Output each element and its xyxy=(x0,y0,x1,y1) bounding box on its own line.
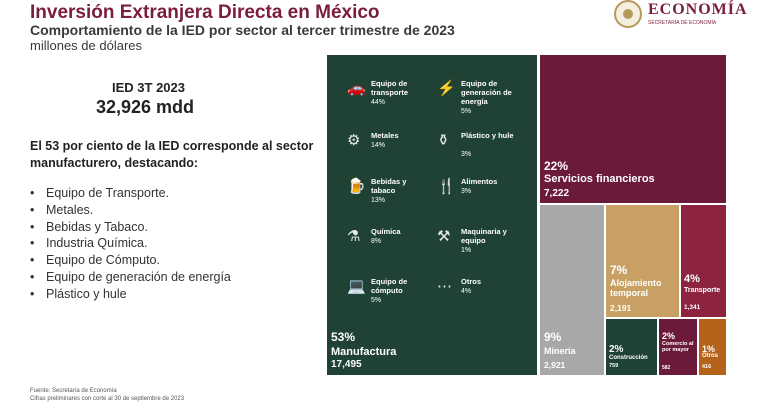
cutoff-note: Cifras preliminares con corte al 30 de s… xyxy=(30,396,185,402)
bullet-item: Equipo de Transporte. xyxy=(30,185,231,202)
kpi-value: 32,926 mdd xyxy=(96,97,195,117)
source-note: Fuente: Secretaría de Economía xyxy=(30,388,117,394)
tile-otros: 1% Otros 416 xyxy=(699,319,726,375)
sector-value: 582 xyxy=(662,365,671,371)
car-icon: 🚗 xyxy=(347,80,366,97)
sector-percent: 2% xyxy=(662,331,676,341)
beverage-icon: 🍺 xyxy=(347,178,366,195)
tile-servicios-financieros: 22% Servicios financieros 7,222 xyxy=(540,55,726,203)
subsector-name: Plástico y hule xyxy=(461,131,514,140)
sector-value: 7,222 xyxy=(544,188,570,199)
sector-name: Transporte xyxy=(684,287,721,294)
subsector-percent: 4% xyxy=(461,288,472,295)
subsector-name: Química xyxy=(371,227,401,236)
subsector-name: Maquinaria y equipo xyxy=(461,227,507,245)
sector-percent: 9% xyxy=(544,330,562,344)
seal-icon xyxy=(614,0,642,28)
bullet-item: Metales. xyxy=(30,202,231,219)
logo-tagline: SECRETARÍA DE ECONOMÍA xyxy=(648,20,717,26)
subsector-name: Alimentos xyxy=(461,177,498,186)
subsector-percent: 1% xyxy=(461,247,472,254)
tile-manufactura: 53% Manufactura 17,495 🚗 Equipo de transport… xyxy=(327,55,537,375)
subsector-name: Bebidas y tabaco xyxy=(371,177,407,195)
subsector-name: Equipo de generación de energía xyxy=(461,79,512,106)
page-subtitle: Comportamiento de la IED por sector al t… xyxy=(30,22,455,38)
subsector-percent: 3% xyxy=(461,151,472,158)
sector-name: Alojamiento temporal xyxy=(610,278,662,298)
subsector-name: Equipo de transporte xyxy=(371,79,409,97)
tile-alojamiento-temporal: 7% Alojamiento temporal 2,191 xyxy=(606,205,679,317)
sector-percent: 2% xyxy=(609,344,624,355)
sector-name: Manufactura xyxy=(331,346,397,358)
bullet-item: Industria Química. xyxy=(30,235,231,252)
sector-percent: 7% xyxy=(610,263,628,277)
subsector-name: Otros xyxy=(461,277,482,286)
intro-text: El 53 por ciento de la IED corresponde a… xyxy=(30,139,314,170)
subsector-percent: 5% xyxy=(461,108,472,115)
bottle-icon: ⚱ xyxy=(437,132,450,149)
tile-mineria: 9% Minería 2,921 xyxy=(540,205,604,375)
gear-icon: ⚙ xyxy=(347,132,361,149)
subsector-name: Metales xyxy=(371,131,399,140)
sector-value: 17,495 xyxy=(331,359,362,370)
computer-icon: 💻 xyxy=(347,278,366,295)
tile-comercio-al-por-mayor: 2% Comercio al por mayor 582 xyxy=(659,319,697,375)
sector-percent: 4% xyxy=(684,273,700,285)
sector-name: Comercio al por mayor xyxy=(662,341,694,354)
machinery-icon: ⚒ xyxy=(437,228,451,245)
sector-percent: 1% xyxy=(702,344,716,354)
kpi-label: IED 3T 2023 xyxy=(112,80,185,95)
bullet-list: Equipo de Transporte. Metales. Bebidas y… xyxy=(30,185,231,303)
flask-icon: ⚗ xyxy=(347,228,361,245)
sector-name: Otros xyxy=(702,353,719,359)
subsector-percent: 14% xyxy=(371,142,386,149)
sector-percent: 53% xyxy=(331,330,356,344)
tile-construccion: 2% Construcción 759 xyxy=(606,319,657,375)
food-icon: 🍴 xyxy=(437,178,456,195)
page-title: Inversión Extranjera Directa en México xyxy=(30,2,380,23)
sector-name: Construcción xyxy=(609,355,648,361)
subsector-percent: 44% xyxy=(371,99,386,106)
tile-transporte: 4% Transporte 1,341 xyxy=(681,205,726,317)
sector-value: 2,921 xyxy=(544,360,566,370)
generator-icon: ⚡ xyxy=(437,80,456,97)
units-label: millones de dólares xyxy=(30,38,143,53)
subsector-percent: 3% xyxy=(461,188,472,195)
subsector-percent: 8% xyxy=(371,238,382,245)
sector-name: Servicios financieros xyxy=(544,173,655,185)
sector-name: Minería xyxy=(544,346,576,356)
bullet-item: Bebidas y Tabaco. xyxy=(30,219,231,236)
subsector-percent: 5% xyxy=(371,297,382,304)
bullet-item: Plástico y hule xyxy=(30,286,231,303)
bullet-item: Equipo de generación de energía xyxy=(30,269,231,286)
sector-value: 1,341 xyxy=(684,304,701,311)
dots-icon: ⋯ xyxy=(437,278,452,295)
logo-name: ECONOMÍA xyxy=(648,1,748,18)
economia-logo: ECONOMÍA SECRETARÍA DE ECONOMÍA xyxy=(614,0,764,30)
sector-percent: 22% xyxy=(544,159,569,173)
sector-value: 759 xyxy=(609,363,619,369)
sector-value: 416 xyxy=(702,364,712,370)
bullet-item: Equipo de Cómputo. xyxy=(30,252,231,269)
subsector-name: Equipo de cómputo xyxy=(371,277,408,295)
subsector-percent: 13% xyxy=(371,197,386,204)
sector-value: 2,191 xyxy=(610,303,632,313)
